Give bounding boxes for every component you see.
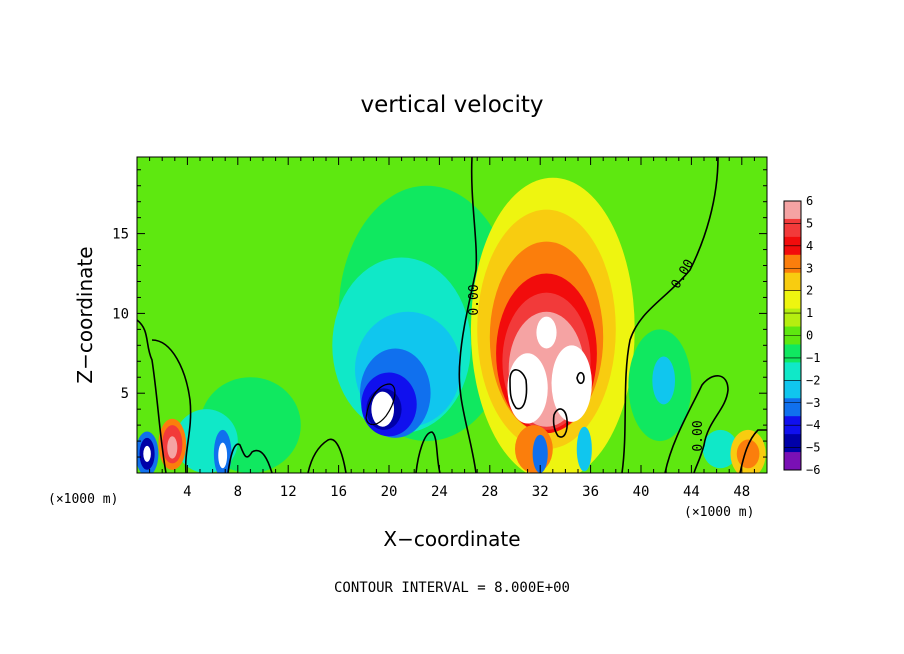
x-tick-label: 48 bbox=[733, 484, 750, 500]
colorbar-label: −5 bbox=[806, 441, 820, 455]
field-blob bbox=[218, 442, 228, 469]
field-blob bbox=[167, 436, 178, 459]
y-tick-label: 5 bbox=[121, 386, 129, 402]
field-blob bbox=[371, 391, 395, 427]
colorbar-swatch bbox=[784, 434, 801, 453]
contour-pos-31 bbox=[509, 369, 528, 410]
colorbar-label: 1 bbox=[806, 306, 813, 320]
x-tick-label: 24 bbox=[431, 484, 448, 500]
colorbar-swatch bbox=[784, 380, 801, 399]
chart-title: vertical velocity bbox=[361, 92, 544, 118]
colorbar-swatch bbox=[784, 308, 801, 328]
x-tick-label: 12 bbox=[280, 484, 297, 500]
field-blob bbox=[702, 429, 739, 469]
colorbar-swatch bbox=[784, 290, 801, 310]
colorbar-swatch bbox=[784, 398, 801, 417]
colorbar-label: 6 bbox=[806, 194, 813, 208]
y-axis: 5 10 15 bbox=[112, 169, 767, 458]
x-tick-label: 20 bbox=[381, 484, 398, 500]
field-blob bbox=[551, 345, 592, 422]
x-axis: 4 8 12 16 20 24 28 32 36 40 44 48 bbox=[149, 157, 755, 500]
contour-zero-mid2 bbox=[307, 438, 347, 473]
colorbar-swatch bbox=[784, 218, 801, 238]
field-blob bbox=[532, 434, 548, 473]
contour-zero-left2 bbox=[151, 339, 192, 473]
x-tick-label: 4 bbox=[183, 484, 191, 500]
x-axis-label: X−coordinate bbox=[383, 527, 520, 551]
colorbar-label: 0 bbox=[806, 329, 813, 343]
x-tick-label: 16 bbox=[330, 484, 347, 500]
negative-contours bbox=[365, 383, 396, 426]
colorbar-label: −6 bbox=[806, 463, 820, 477]
contour-pos-35 bbox=[552, 408, 568, 438]
colorbar-swatch bbox=[784, 344, 801, 363]
y-tick-label: 10 bbox=[112, 306, 129, 322]
x-tick-label: 8 bbox=[234, 484, 242, 500]
x-tick-label: 28 bbox=[481, 484, 498, 500]
colorbar-label: −1 bbox=[806, 351, 820, 365]
y-axis-label: Z−coordinate bbox=[73, 246, 97, 383]
colorbar-label: 3 bbox=[806, 261, 813, 275]
colorbar-label: 4 bbox=[806, 239, 813, 253]
contour-zero-main bbox=[458, 157, 478, 473]
field-blob bbox=[143, 445, 151, 462]
colorbar: 6 5 4 3 2 1 0 −1 −2 −3 −4 −5 −6 bbox=[783, 194, 820, 477]
colorbar-label: −3 bbox=[806, 396, 820, 410]
zero-contours bbox=[137, 157, 767, 473]
x-tick-label: 40 bbox=[633, 484, 650, 500]
colorbar-swatch bbox=[784, 201, 801, 220]
colorbar-label: 5 bbox=[806, 216, 813, 230]
field-blob bbox=[507, 353, 548, 424]
field-blob bbox=[652, 356, 676, 405]
colorbar-swatch bbox=[784, 272, 801, 292]
colorbar-swatch bbox=[784, 452, 801, 471]
contour-zero-br2 bbox=[739, 429, 767, 473]
colorbar-label: 2 bbox=[806, 284, 813, 298]
colorbar-label: −2 bbox=[806, 373, 820, 387]
x-unit-right: (×1000 m) bbox=[684, 505, 754, 520]
contour-pos-35b bbox=[576, 371, 585, 385]
contour-zero-mid bbox=[227, 443, 273, 473]
colorbar-swatch bbox=[784, 254, 801, 274]
x-unit-left: (×1000 m) bbox=[48, 492, 118, 507]
x-tick-label: 44 bbox=[683, 484, 700, 500]
x-tick-label: 32 bbox=[532, 484, 549, 500]
field-blob bbox=[576, 426, 592, 472]
contour-zero-24 bbox=[415, 431, 441, 473]
field-blob bbox=[536, 316, 557, 349]
colorbar-swatch bbox=[784, 362, 801, 381]
contour-neg-19 bbox=[365, 383, 396, 426]
contour-label-3: 0.00 bbox=[691, 420, 706, 451]
plot-area: 0.00 0.00 0.00 bbox=[137, 157, 767, 473]
x-tick-label: 36 bbox=[582, 484, 599, 500]
colorbar-label: −4 bbox=[806, 418, 820, 432]
contour-label-1: 0.00 bbox=[467, 284, 482, 315]
contour-zero-left bbox=[137, 319, 167, 473]
contour-interval-note: CONTOUR INTERVAL = 8.000E+00 bbox=[334, 580, 570, 596]
velocity-field bbox=[137, 177, 766, 473]
y-tick-label: 15 bbox=[112, 227, 129, 243]
contour-zero-right bbox=[621, 157, 719, 473]
contour-zero-br bbox=[664, 375, 729, 473]
